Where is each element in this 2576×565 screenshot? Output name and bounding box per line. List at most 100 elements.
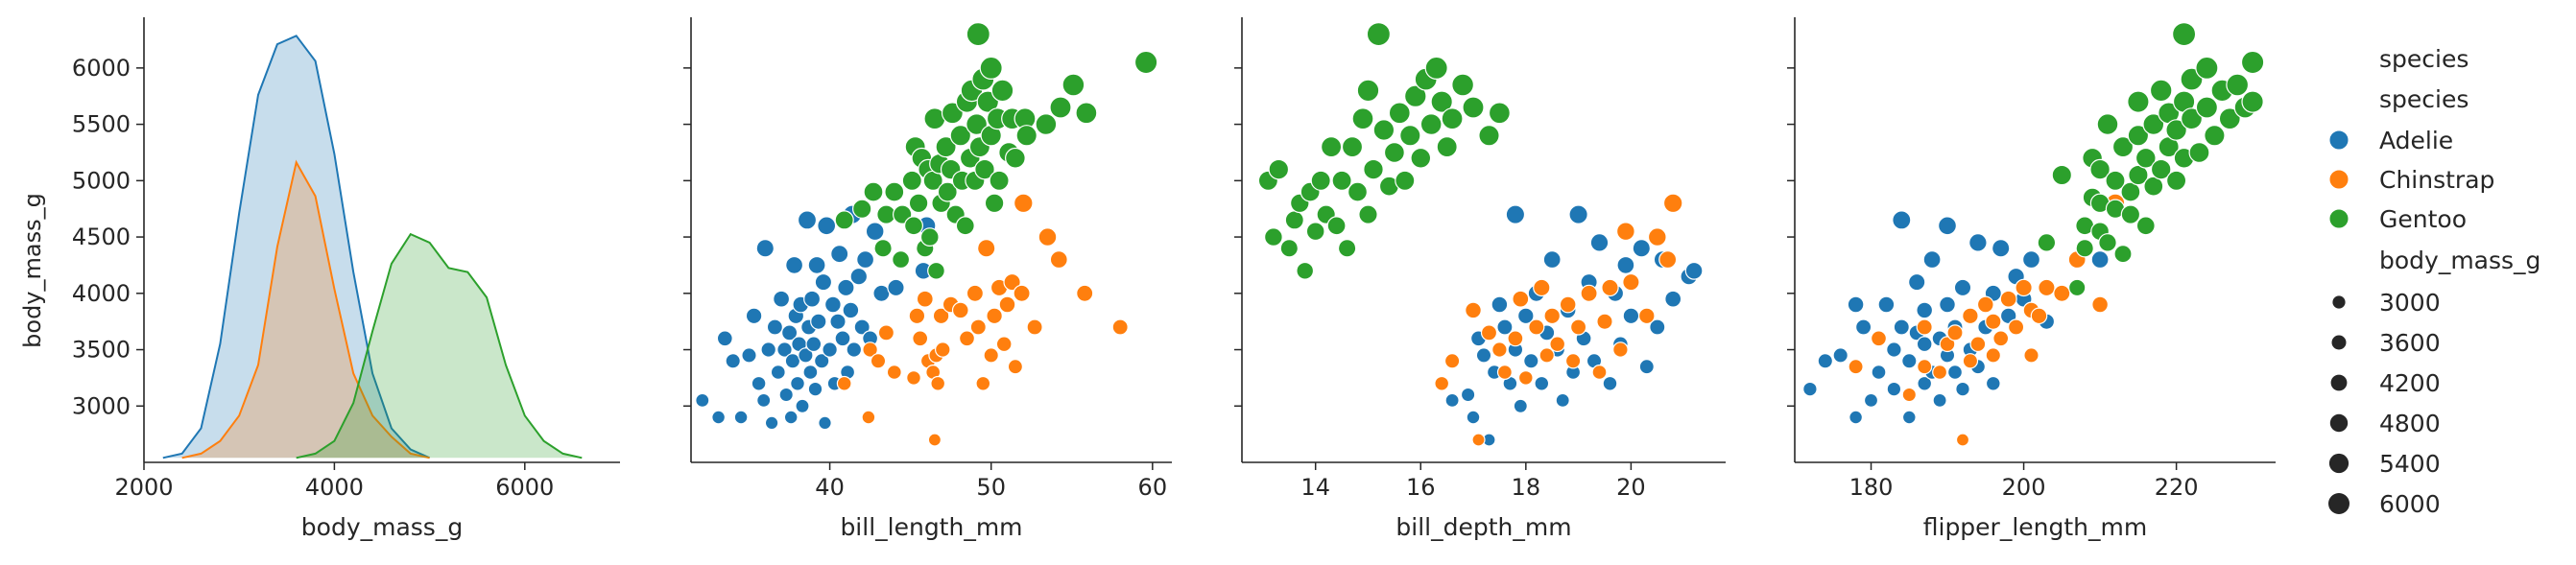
scatter-point-adelie <box>837 278 855 297</box>
scatter-point-adelie <box>1907 272 1926 292</box>
scatter-point-adelie <box>764 415 779 431</box>
scatter-point-gentoo <box>1488 102 1511 125</box>
scatter-point-gentoo <box>2075 239 2094 258</box>
scatter-point-adelie <box>1817 353 1834 369</box>
scatter-point-chinstrap <box>1111 318 1129 336</box>
scatter-point-chinstrap <box>886 365 902 381</box>
scatter-point-chinstrap <box>1870 330 1887 347</box>
scatter-point-adelie <box>716 330 733 347</box>
scatter-point-gentoo <box>2128 164 2149 186</box>
scatter-point-chinstrap <box>1559 295 1577 314</box>
scatter-point-adelie <box>1542 250 1562 270</box>
scatter-point-chinstrap <box>1533 278 1551 297</box>
scatter-point-gentoo <box>2120 181 2141 202</box>
scatter-point-chinstrap <box>998 295 1016 314</box>
scatter-point-adelie <box>842 301 860 319</box>
scatter-point-adelie <box>1622 307 1640 325</box>
x-tick-label: 60 <box>1138 474 1168 501</box>
x-tick-label: 20 <box>1616 474 1646 501</box>
scatter-point-chinstrap <box>877 324 895 341</box>
scatter-point-chinstrap <box>995 336 1013 353</box>
legend-label-chinstrap: Chinstrap <box>2379 166 2494 194</box>
scatter-point-chinstrap <box>870 353 887 369</box>
scatter-point-gentoo <box>2089 158 2111 180</box>
scatter-point-gentoo <box>1049 96 1072 119</box>
scatter-point-adelie <box>1946 365 1963 381</box>
legend-size-label: 3000 <box>2379 289 2441 317</box>
scatter-point-adelie <box>1892 210 1912 230</box>
scatter-point-adelie <box>784 353 801 369</box>
x-axis-label: bill_depth_mm <box>1395 513 1571 541</box>
scatter-point-gentoo <box>966 21 990 47</box>
scatter-point-adelie <box>1555 392 1570 408</box>
scatter-point-adelie <box>1505 204 1526 224</box>
scatter-point-gentoo <box>901 170 922 191</box>
legend-marker-chinstrap <box>2328 169 2349 190</box>
scatter-point-gentoo <box>1268 158 1290 180</box>
scatter-point-adelie <box>751 375 767 391</box>
scatter-point-adelie <box>818 415 832 431</box>
legend-size-label: 3600 <box>2379 329 2441 357</box>
scatter-point-adelie <box>1886 381 1902 397</box>
scatter-point-chinstrap <box>958 330 975 347</box>
scatter-point-adelie <box>1460 387 1476 403</box>
scatter-point-gentoo <box>1410 147 1432 169</box>
legend-size-subtitle: body_mass_g <box>2379 247 2540 274</box>
scatter-point-gentoo <box>1284 210 1304 230</box>
y-tick-label: 5500 <box>72 111 131 138</box>
legend-size-marker <box>2330 374 2348 391</box>
scatter-point-adelie <box>865 222 885 242</box>
legend: species species Adelie Chinstrap Gentoo bo… <box>2328 45 2540 518</box>
scatter-point-gentoo <box>927 261 945 280</box>
scatter-point-gentoo <box>955 216 975 236</box>
scatter-point-gentoo <box>1383 142 1405 164</box>
scatter-point-adelie <box>783 410 799 425</box>
scatter-point-chinstrap <box>1480 324 1498 341</box>
scatter-point-adelie <box>1985 375 2001 391</box>
scatter-point-gentoo <box>974 158 995 180</box>
legend-marker-gentoo <box>2328 208 2349 229</box>
scatter-point-gentoo <box>1305 222 1325 242</box>
scatter-point-chinstrap <box>862 341 878 358</box>
scatter-point-chinstrap <box>1496 365 1513 381</box>
scatter-point-chinstrap <box>1615 222 1635 242</box>
scatter-point-chinstrap <box>1985 313 2002 330</box>
scatter-point-chinstrap <box>1591 365 1608 381</box>
scatter-point-chinstrap <box>2008 318 2025 336</box>
scatter-point-chinstrap <box>2023 347 2039 364</box>
scatter-point-adelie <box>846 341 863 358</box>
scatter-point-adelie <box>1638 359 1655 375</box>
scatter-point-adelie <box>756 392 772 408</box>
y-tick-label: 4000 <box>72 280 131 307</box>
scatter-point-adelie <box>1444 392 1460 408</box>
scatter-point-gentoo <box>2120 204 2141 224</box>
scatter-point-chinstrap <box>1662 193 1683 214</box>
scatter-point-chinstrap <box>1932 365 1948 381</box>
scatter-point-gentoo <box>1399 125 1421 147</box>
scatter-point-adelie <box>755 239 775 258</box>
scatter-point-chinstrap <box>1471 433 1486 447</box>
scatter-point-adelie <box>2022 250 2041 270</box>
scatter-point-gentoo <box>937 181 958 202</box>
scatter-point-gentoo <box>1430 90 1453 113</box>
scatter-point-chinstrap <box>1507 330 1524 347</box>
scatter-point-gentoo <box>852 199 872 219</box>
scatter-point-gentoo <box>1395 170 1416 191</box>
legend-size-entries: 3000 3600 4200 4800 5400 6000 <box>2328 289 2441 518</box>
scatter-point-gentoo <box>1424 56 1448 81</box>
scatter-point-chinstrap <box>916 290 934 308</box>
scatter-point-adelie <box>2090 250 2110 270</box>
legend-size-label: 4800 <box>2379 410 2441 437</box>
legend-label-adelie: Adelie <box>2379 127 2453 154</box>
scatter-point-chinstrap <box>1638 307 1656 325</box>
scatter-point-chinstrap <box>1658 250 1678 270</box>
scatter-point-adelie <box>1968 233 1988 252</box>
scatter-point-adelie <box>1568 204 1588 224</box>
kde-fill-gentoo <box>296 234 583 459</box>
scatter-point-gentoo <box>989 170 1010 191</box>
scatter-point-chinstrap <box>2030 307 2048 325</box>
scatter-point-adelie <box>1664 290 1682 308</box>
scatter-point-adelie <box>797 210 818 230</box>
scatter-point-chinstrap <box>975 375 991 391</box>
scatter-point-adelie <box>798 347 814 364</box>
